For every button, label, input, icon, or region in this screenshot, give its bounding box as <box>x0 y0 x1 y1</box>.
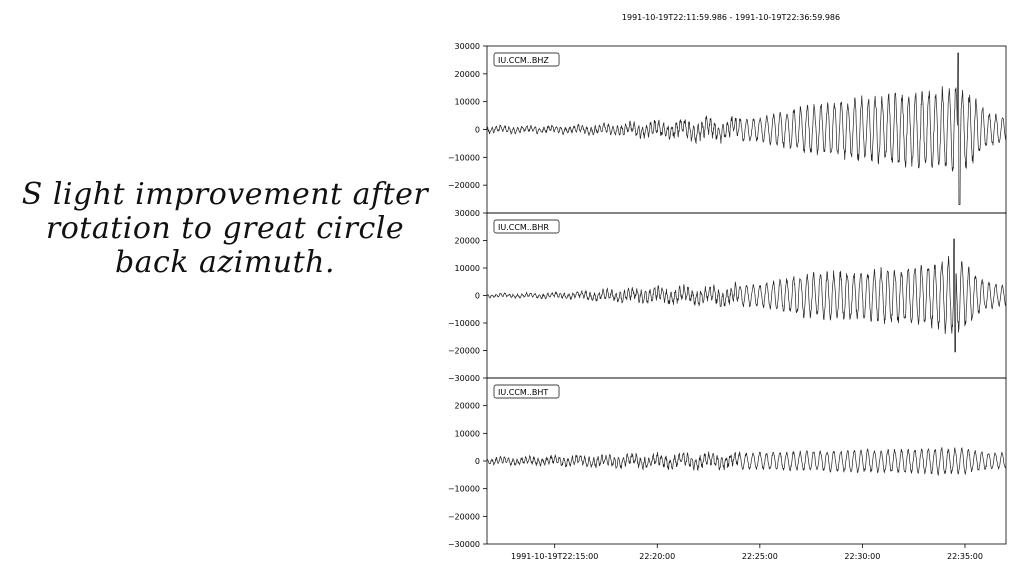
station-label-box <box>493 219 560 234</box>
x-tick-label: 22:30:00 <box>844 552 880 561</box>
y-tick-label: 0 <box>475 126 480 135</box>
x-tick-label: 22:25:00 <box>742 552 778 561</box>
y-tick-label: −10000 <box>448 485 480 494</box>
y-tick-label: −10000 <box>448 319 480 328</box>
caption-line-2: rotation to great circle <box>45 211 405 246</box>
station-label-box <box>493 52 560 67</box>
waveform-trace-2 <box>487 238 1006 353</box>
y-tick-label: −30000 <box>448 540 480 549</box>
trace-panel-3: 20000 10000 0 −10000 −20000 −30000 IU.CCM..BHT <box>448 377 1007 549</box>
y-tick-label: 10000 <box>455 264 480 273</box>
caption-line-3: back azimuth. <box>114 245 336 280</box>
caption-line-1: S light improvement after <box>21 177 429 212</box>
x-tick-label: 22:35:00 <box>947 552 983 561</box>
trace-panel-1: 30000 20000 10000 0 −10000 −20000 IU.CCM..BHZ <box>448 42 1007 214</box>
y-tick-label: 10000 <box>455 429 480 438</box>
slide-caption: S light improvement after rotation to gr… <box>20 178 430 280</box>
y-tick-label: 20000 <box>455 70 480 79</box>
y-tick-label: 30000 <box>455 42 480 51</box>
station-label-box <box>493 384 560 399</box>
y-tick-label: 20000 <box>455 402 480 411</box>
chart-title: 1991-10-19T22:11:59.986 - 1991-10-19T22:… <box>622 13 840 22</box>
y-tick-label: −30000 <box>448 374 480 383</box>
y-tick-label: −20000 <box>448 181 480 190</box>
y-tick-label: −10000 <box>448 153 480 162</box>
trace-panel-2: 30000 20000 10000 0 −10000 −20000 −30000 IU.CCM… <box>448 209 1007 383</box>
y-tick-label: −20000 <box>448 347 480 356</box>
station-label: IU.CCM..BHR <box>498 223 549 232</box>
x-axis: 1991-10-19T22:15:00 22:20:00 22:25:00 22:30… <box>511 544 983 561</box>
y-tick-label: 30000 <box>455 209 480 218</box>
waveform-trace-1 <box>487 52 1006 205</box>
x-tick-label: 22:20:00 <box>639 552 675 561</box>
y-tick-label: 0 <box>475 457 480 466</box>
y-tick-label: 0 <box>475 292 480 301</box>
y-tick-label: −20000 <box>448 512 480 521</box>
x-tick-label: 1991-10-19T22:15:00 <box>511 552 598 561</box>
station-label: IU.CCM..BHZ <box>498 56 549 65</box>
waveform-trace-3 <box>487 447 1006 477</box>
y-tick-label: 20000 <box>455 237 480 246</box>
station-label: IU.CCM..BHT <box>498 388 548 397</box>
panels-group: 3000020000100000−10000−20000IU.CCM..BHZ3… <box>448 42 1007 549</box>
y-tick-label: 10000 <box>455 98 480 107</box>
